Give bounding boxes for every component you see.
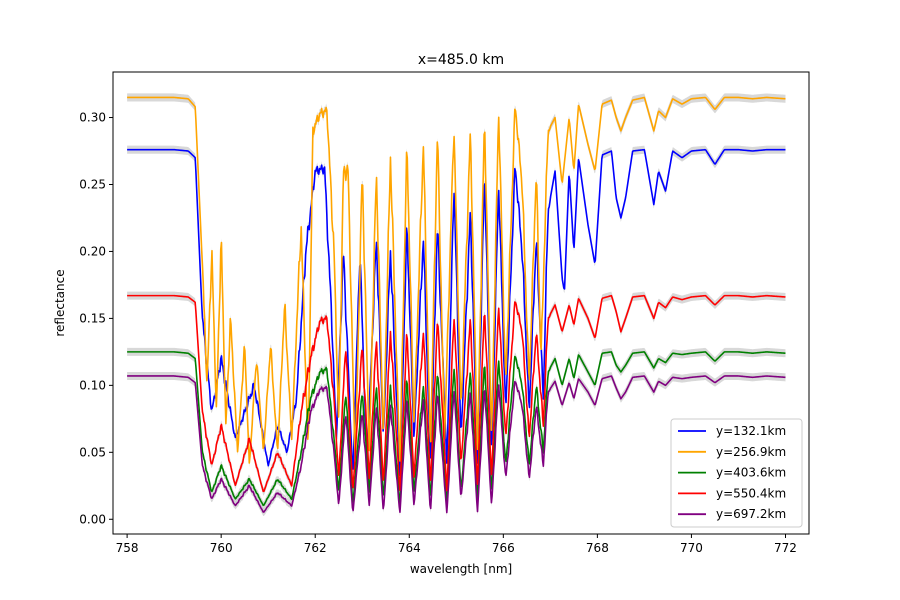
x-tick-label: 768	[586, 541, 609, 555]
x-tick-label: 772	[774, 541, 797, 555]
legend-label: y=132.1km	[716, 424, 786, 438]
y-axis-ticks: 0.00 0.05 0.10 0.15 0.20 0.25 0.30	[79, 111, 113, 526]
legend-label: y=550.4km	[716, 486, 786, 500]
x-axis-ticks: 758 760 762 764 766 768 770 772	[116, 534, 797, 555]
legend: y=132.1km y=256.9km y=403.6km y=550.4km y=69…	[670, 418, 803, 528]
y-tick-label: 0.05	[79, 445, 106, 459]
legend-label: y=697.2km	[716, 507, 786, 521]
y-tick-label: 0.10	[79, 378, 106, 392]
x-tick-label: 770	[680, 541, 703, 555]
series-line-5	[127, 375, 786, 514]
y-tick-label: 0.25	[79, 177, 106, 191]
legend-label: y=256.9km	[716, 445, 786, 459]
series-line-2	[127, 96, 786, 464]
x-tick-label: 758	[116, 541, 139, 555]
series-line-3	[127, 351, 786, 507]
y-tick-label: 0.30	[79, 111, 106, 125]
chart-title: x=485.0 km	[418, 52, 504, 68]
x-axis-label: wavelength [nm]	[410, 562, 512, 576]
x-tick-label: 760	[210, 541, 233, 555]
legend-frame	[670, 418, 803, 528]
y-tick-label: 0.20	[79, 244, 106, 258]
legend-label: y=403.6km	[716, 466, 786, 480]
x-tick-label: 764	[398, 541, 421, 555]
legend-items: y=132.1km y=256.9km y=403.6km y=550.4km y=69…	[678, 424, 786, 521]
x-tick-label: 766	[492, 541, 515, 555]
x-tick-label: 762	[304, 541, 327, 555]
y-axis-label: reflectance	[53, 269, 67, 336]
series-line-4	[127, 294, 786, 493]
series-lines	[127, 96, 786, 514]
y-tick-label: 0.00	[79, 512, 106, 526]
axes-frame	[112, 71, 810, 535]
plot-area	[112, 71, 810, 535]
y-tick-label: 0.15	[79, 311, 106, 325]
